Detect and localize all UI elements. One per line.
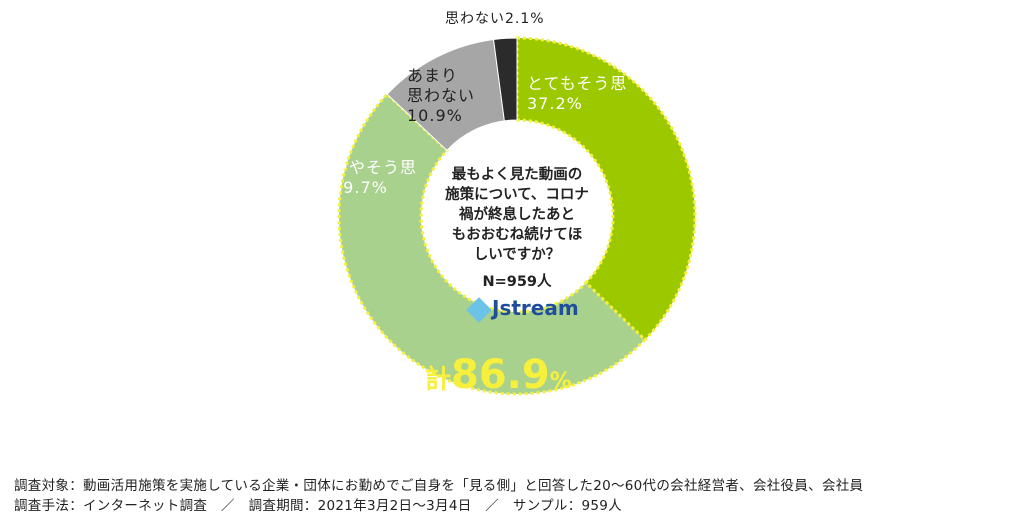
value-label: 49.7%: [332, 178, 388, 197]
slice: [515, 36, 697, 342]
logo: Jstream: [466, 296, 579, 323]
footnote: 調査対象：動画活用施策を実施している企業・団体にお勤めでご自身を「見る側」と回答…: [14, 478, 864, 494]
inner-hole: [423, 122, 611, 310]
value-label: 2.1%: [505, 11, 545, 27]
data-label: あまり 思わない 10.9%: [407, 66, 475, 126]
category-label: 思わない: [445, 11, 505, 27]
total: 計86.9%: [425, 352, 572, 398]
center-question: 最もよく見た動画の 施策について、コロナ 禍が終息したあと もおおむね続けてほ …: [445, 167, 589, 263]
data-label: 思わない2.1%: [445, 9, 545, 29]
logo-mark: [466, 296, 492, 323]
total-value: 86.9: [451, 352, 550, 398]
category-label: とてもそう思: [527, 74, 628, 93]
slice: [492, 37, 518, 122]
data-label: ややそう思 49.7%: [332, 158, 417, 198]
category-label: ややそう思: [332, 158, 418, 177]
total-unit: %: [549, 369, 572, 394]
total-prefix: 計: [425, 365, 452, 395]
logo-text: Jstream: [492, 296, 579, 320]
value-label: 37.2%: [527, 94, 583, 113]
data-label: とてもそう思 37.2%: [527, 74, 627, 114]
sample-size: N=959人: [482, 274, 552, 290]
slice: [337, 92, 648, 396]
footnote: 調査手法：インターネット調査 ／ 調査期間：2021年3月2日〜3月4日 ／ サ…: [14, 498, 622, 514]
category-label: あまり 思わない: [407, 66, 476, 105]
value-label: 10.9%: [407, 106, 463, 125]
